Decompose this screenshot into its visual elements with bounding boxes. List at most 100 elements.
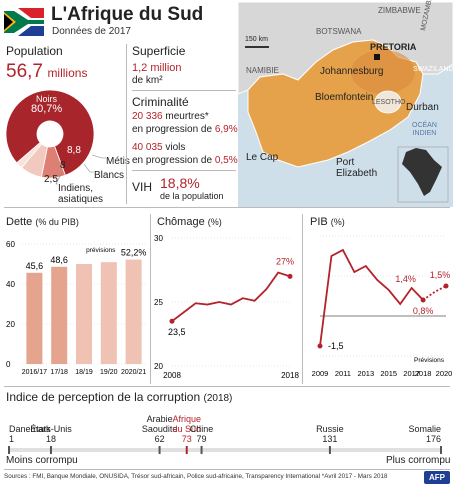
forecast-label: prévisions: [86, 247, 116, 254]
ytick-label: 60: [6, 240, 15, 249]
population-donut: [5, 89, 95, 179]
bar: [51, 266, 68, 364]
population-number: 56,7: [6, 61, 43, 82]
series-line: [171, 271, 291, 322]
map-country-namibie: NAMIBIE: [246, 66, 279, 75]
ytick-label: 40: [6, 280, 15, 289]
slice-value-noirs: 80,7%: [31, 103, 63, 115]
chomage-title-text: Chômage: [157, 216, 205, 228]
criminalite-line2: en progression de 6,9%: [132, 124, 238, 135]
rank-marker: [200, 446, 203, 454]
bar-label: 48,6: [50, 255, 68, 265]
bar-label: 45,6: [26, 261, 44, 271]
city-portelizabeth-1: Port: [336, 157, 355, 168]
bar: [100, 262, 117, 364]
ytick-label: 25: [154, 298, 163, 307]
xtick-label: 2018: [281, 371, 299, 380]
slice-value-metis: 8,8: [67, 145, 81, 156]
rank-marker: [158, 446, 161, 454]
chomage-title: Chômage (%): [157, 216, 222, 228]
rank-label: 73: [182, 434, 192, 444]
map-ocean: OCÉAN INDIEN: [412, 122, 437, 138]
slice-label-indiens: Indiens, asiatiques: [58, 183, 104, 205]
footer-sources: Sources : FMI, Banque Mondiale, ONUSIDA,…: [4, 473, 388, 480]
progression-text-2: en progression de: [132, 155, 213, 166]
rank-marker: [440, 446, 442, 454]
dette-title-text: Dette: [6, 216, 33, 228]
donut-slice: [5, 89, 95, 176]
ytick-label: 30: [154, 234, 163, 243]
viols-text: viols: [165, 142, 186, 153]
meurtres-progression: 6,9%: [214, 124, 238, 135]
slice-label-metis: Métis: [106, 156, 130, 167]
country-label: Danemark: [9, 424, 51, 434]
meurtres-text: meurtres*: [165, 111, 209, 122]
country-label: Chine: [190, 424, 214, 434]
superficie-unit: de km²: [132, 75, 163, 86]
country-label: Saoudite: [142, 424, 178, 434]
label-2020: 1,5%: [430, 270, 451, 280]
criminalite-line1: 20 336 meurtres*: [132, 111, 209, 122]
superficie-label: Superficie: [132, 44, 186, 58]
map-scale-bar: [245, 46, 269, 48]
series-line: [319, 248, 424, 347]
point-2018: [420, 297, 426, 303]
index-bar: [9, 448, 441, 452]
population-label: Population: [6, 44, 63, 58]
pib-title: PIB (%): [310, 216, 345, 228]
criminalite-line4: en progression de 0,5%: [132, 155, 238, 166]
dette-title: Dette (% du PIB): [6, 216, 79, 228]
xtick-label: 2018: [415, 369, 432, 378]
rank-label: 131: [322, 434, 337, 444]
label-2017: 1,4%: [395, 274, 416, 284]
map-africa-inset: [402, 148, 442, 196]
city-pretoria: PRETORIA: [370, 42, 417, 52]
vih-value: 18,8%: [160, 175, 200, 191]
rank-label: 176: [426, 434, 441, 444]
ocean-line1: OCÉAN: [412, 122, 437, 129]
corruption-title: Indice de perception de la corruption (2…: [6, 390, 232, 404]
map: [238, 2, 453, 207]
country-label: Russie: [316, 424, 344, 434]
pib-unit: (%): [330, 217, 345, 227]
ytick-label: 20: [154, 362, 163, 371]
slice-label-blancs: Blancs: [94, 170, 125, 181]
vih-unit: de la population: [160, 191, 224, 201]
viols-value: 40 035: [132, 142, 163, 153]
progression-text: en progression de: [132, 124, 213, 135]
page-title: L'Afrique du Sud: [51, 4, 204, 25]
city-johannesburg: Johannesburg: [320, 66, 384, 77]
point-min: [317, 343, 323, 349]
country-label: Arabie: [147, 414, 173, 424]
xtick-label: 17/18: [50, 369, 68, 376]
city-durban: Durban: [406, 102, 439, 113]
xtick-label: 2009: [312, 369, 329, 378]
flag: [4, 8, 44, 36]
xtick-label: 2020: [436, 369, 452, 378]
label-last: 27%: [276, 256, 294, 266]
point-2020: [443, 283, 449, 289]
chomage-chart: 30 25 20 23,5 27% 2008 2018: [154, 234, 299, 380]
rank-marker: [185, 446, 188, 454]
slice-label-noirs: Noirs: [36, 94, 58, 104]
country-label: du Sud: [172, 424, 201, 434]
population-value: 56,7 millions: [6, 61, 87, 83]
rank-label: 18: [46, 434, 56, 444]
meurtres-value: 20 336: [132, 111, 163, 122]
population-unit: millions: [47, 66, 88, 80]
label-min: -1,5: [328, 341, 344, 351]
country-label: Somalie: [408, 424, 441, 434]
viols-progression: 0,5%: [214, 155, 238, 166]
dette-unit: (% du PIB): [35, 217, 79, 227]
city-bloemfontein: Bloemfontein: [315, 92, 374, 103]
donut-slice: [16, 141, 43, 169]
xtick-label: 2011: [335, 369, 351, 378]
slice-value-indiens: 2,5: [44, 174, 58, 185]
country-label: Afrique: [172, 414, 201, 424]
point-last: [287, 273, 293, 279]
pib-chart: -1,5 1,4% 0,8% 1,5% Prévisions 2009 2011 2013 20…: [312, 235, 452, 378]
afp-logo: AFP: [424, 471, 450, 484]
xtick-label: 2015: [380, 369, 397, 378]
page-subtitle: Données de 2017: [52, 26, 131, 37]
